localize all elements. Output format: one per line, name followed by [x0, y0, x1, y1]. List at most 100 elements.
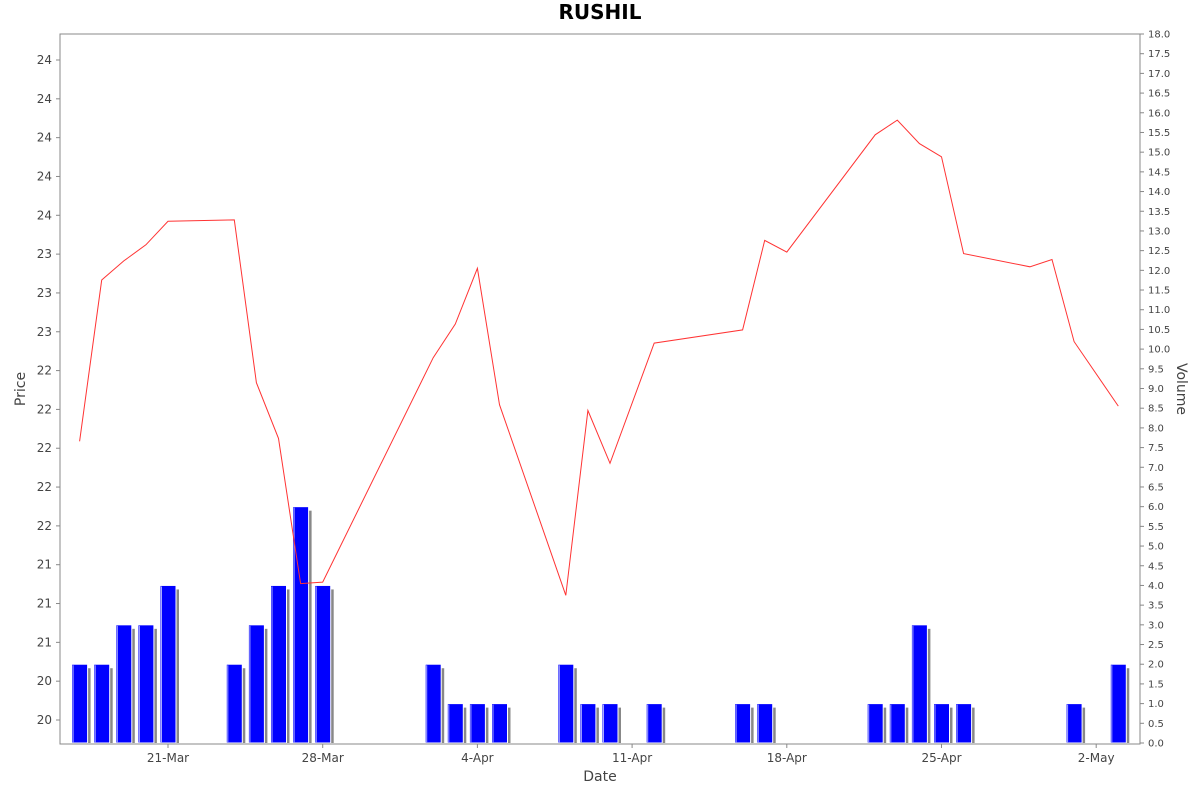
volume-tick-label: 3.5 [1148, 601, 1164, 612]
volume-tick-label: 0.0 [1148, 739, 1164, 750]
price-tick-label: 21 [37, 558, 52, 572]
volume-tick-label: 9.0 [1148, 384, 1164, 395]
volume-bar [1109, 663, 1127, 744]
volume-tick-label: 4.0 [1148, 581, 1164, 592]
volume-tick-label: 1.5 [1148, 679, 1164, 690]
x-axis-label: Date [583, 769, 616, 785]
volume-bar [446, 703, 464, 744]
volume-tick-label: 15.5 [1148, 128, 1170, 139]
volume-tick-label: 2.0 [1148, 660, 1164, 671]
volume-tick-label: 14.5 [1148, 167, 1170, 178]
volume-tick-label: 11.5 [1148, 286, 1170, 297]
price-tick-label: 22 [37, 441, 52, 455]
volume-tick-label: 16.0 [1148, 108, 1170, 119]
volume-tick-label: 17.5 [1148, 49, 1170, 60]
price-tick-label: 24 [37, 53, 52, 67]
price-tick-label: 24 [37, 131, 52, 145]
price-tick-label: 24 [37, 92, 52, 106]
volume-bar [93, 663, 111, 744]
volume-tick-label: 18.0 [1148, 30, 1170, 41]
volume-tick-label: 1.0 [1148, 699, 1164, 710]
price-tick-label: 20 [37, 674, 52, 688]
volume-axis-label: Volume [1173, 363, 1189, 415]
price-line-group [79, 119, 1119, 596]
volume-tick-label: 12.5 [1148, 246, 1170, 257]
volume-bar [225, 663, 243, 744]
volume-bar [159, 584, 177, 744]
volume-tick-label: 12.0 [1148, 266, 1170, 277]
volume-bar [933, 703, 950, 744]
price-tick-label: 21 [37, 597, 52, 611]
volume-bar [888, 703, 906, 744]
price-line [79, 119, 1119, 596]
price-tick-label: 23 [37, 247, 52, 261]
volume-tick-label: 7.5 [1148, 443, 1164, 454]
volume-tick-label: 7.0 [1148, 463, 1164, 474]
volume-bar [866, 703, 884, 744]
volume-bar [247, 624, 265, 744]
volume-tick-label: 5.0 [1148, 542, 1164, 553]
volume-bar [579, 703, 597, 744]
volume-tick-label: 10.0 [1148, 345, 1170, 356]
volume-bar [424, 663, 442, 744]
volume-tick-label: 11.0 [1148, 305, 1170, 316]
price-tick-label: 23 [37, 325, 52, 339]
plot-area [59, 33, 1141, 745]
x-tick-label: 25-Apr [921, 751, 961, 765]
volume-bars [71, 506, 1130, 744]
x-axis: 21-Mar 28-Mar 4-Apr 11-Apr 18-Apr 25-Apr 2-May [60, 743, 1140, 765]
volume-bar [292, 506, 310, 744]
volume-tick-label: 4.5 [1148, 561, 1164, 572]
price-tick-label: 24 [37, 169, 52, 183]
price-axis-label: Price [13, 372, 29, 406]
volume-bar [601, 703, 619, 744]
volume-bar [468, 703, 486, 744]
volume-bar [1065, 703, 1083, 744]
volume-tick-label: 8.0 [1148, 423, 1164, 434]
volume-bar [137, 624, 155, 744]
volume-tick-label: 2.5 [1148, 640, 1164, 651]
volume-bar [314, 584, 332, 744]
volume-bar [955, 703, 973, 744]
price-tick-label: 23 [37, 286, 52, 300]
chart-title: RUSHIL [559, 0, 642, 24]
price-tick-label: 21 [37, 635, 52, 649]
x-tick-label: 2-May [1078, 751, 1115, 765]
x-tick-label: 4-Apr [461, 751, 494, 765]
volume-tick-label: 6.0 [1148, 502, 1164, 513]
volume-bar [557, 663, 575, 744]
volume-tick-label: 14.0 [1148, 187, 1170, 198]
price-tick-label: 20 [37, 713, 52, 727]
volume-tick-label: 6.5 [1148, 482, 1164, 493]
volume-tick-label: 10.5 [1148, 325, 1170, 336]
volume-bar [756, 703, 774, 744]
volume-tick-label: 17.0 [1148, 69, 1170, 80]
x-tick-label: 28-Mar [302, 751, 344, 765]
price-tick-label: 22 [37, 480, 52, 494]
x-tick-label: 11-Apr [612, 751, 652, 765]
volume-tick-label: 13.0 [1148, 226, 1170, 237]
volume-tick-label: 8.5 [1148, 404, 1164, 415]
volume-bar [270, 584, 287, 744]
volume-bar [115, 624, 133, 744]
price-tick-label: 24 [37, 208, 52, 222]
price-tick-label: 22 [37, 364, 52, 378]
price-tick-label: 22 [37, 519, 52, 533]
volume-tick-label: 9.5 [1148, 364, 1164, 375]
volume-tick-label: 13.5 [1148, 207, 1170, 218]
volume-tick-label: 16.5 [1148, 89, 1170, 100]
volume-tick-label: 5.5 [1148, 522, 1164, 533]
volume-bar [910, 624, 928, 744]
x-tick-label: 21-Mar [147, 751, 189, 765]
volume-bar [491, 703, 508, 744]
volume-bar [71, 663, 89, 744]
volume-bar [734, 703, 752, 744]
volume-bar [645, 703, 663, 744]
volume-tick-label: 15.0 [1148, 148, 1170, 159]
price-axis: 20 20 21 21 21 22 22 22 22 22 23 23 23 24 24 24 24 24 [37, 53, 60, 727]
x-tick-label: 18-Apr [767, 751, 807, 765]
volume-axis: 0.0 0.5 1.0 1.5 2.0 2.5 3.0 3.5 4.0 4.5 5.0 5.5 6.0 6… [1140, 30, 1170, 750]
volume-tick-label: 0.5 [1148, 719, 1164, 730]
volume-tick-label: 3.0 [1148, 620, 1164, 631]
